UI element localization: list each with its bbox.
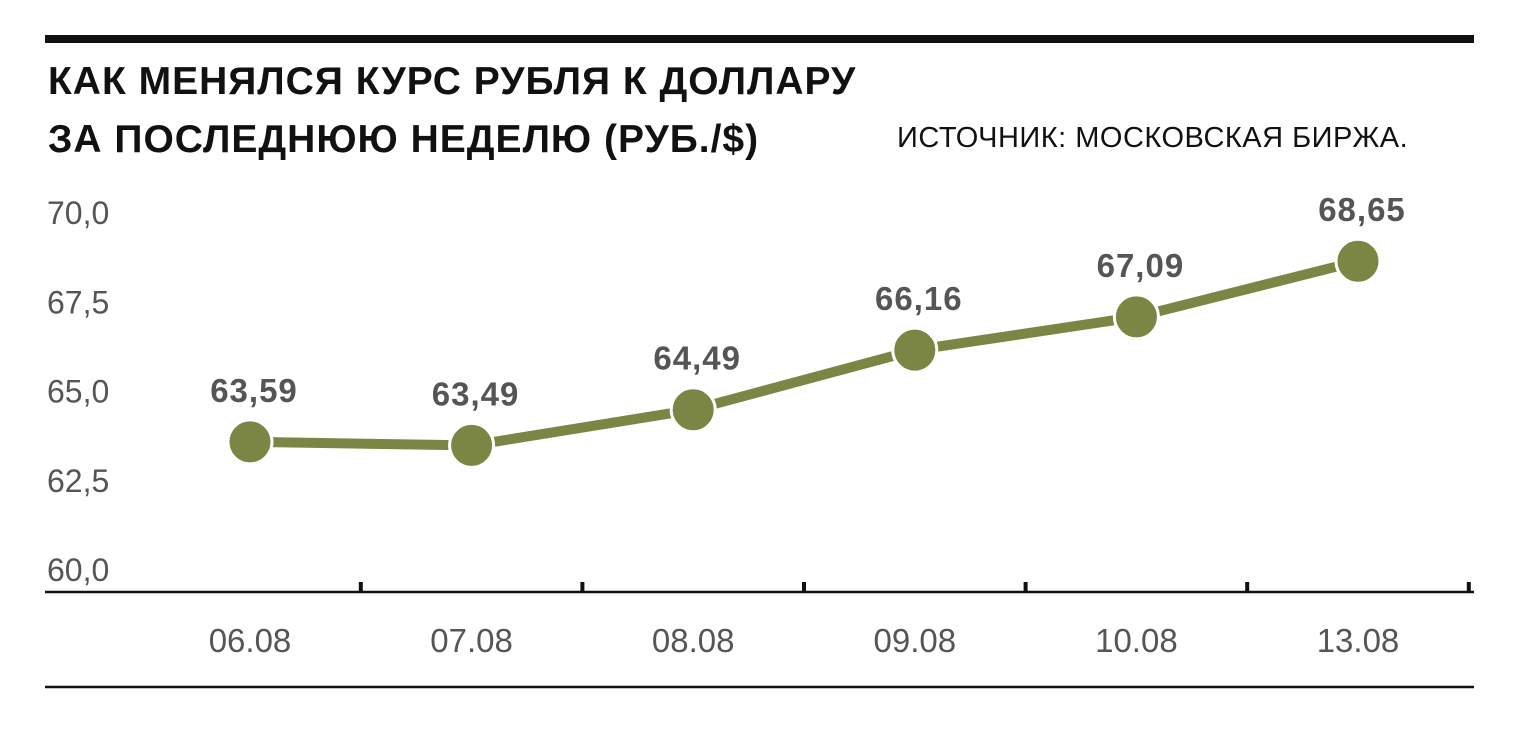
data-label: 63,49	[432, 375, 520, 412]
data-label: 68,65	[1318, 191, 1406, 228]
x-tick-label: 07.08	[430, 622, 513, 659]
y-tick-label: 70,0	[47, 195, 109, 231]
x-tick-label: 08.08	[652, 622, 735, 659]
data-point	[226, 418, 274, 466]
x-tick-label: 10.08	[1095, 622, 1178, 659]
y-axis: 60,0 62,5 65,0 67,5 70,0	[47, 195, 109, 588]
data-label: 64,49	[653, 340, 741, 377]
data-point	[448, 421, 496, 469]
source-note: ИСТОЧНИК: МОСКОВСКАЯ БИРЖА.	[897, 122, 1409, 154]
data-label: 63,59	[210, 372, 298, 409]
data-labels: 63,59 63,49 64,49 66,16 67,09 68,65	[210, 191, 1406, 412]
x-tick-label: 13.08	[1317, 622, 1400, 659]
y-tick-label: 60,0	[47, 552, 109, 588]
data-points	[226, 237, 1382, 469]
data-point	[669, 386, 717, 434]
data-point	[891, 326, 939, 374]
data-label: 67,09	[1097, 247, 1185, 284]
y-tick-label: 62,5	[47, 463, 109, 499]
chart-title-line2: ЗА ПОСЛЕДНЮЮ НЕДЕЛЮ (РУБ./$)	[48, 118, 760, 161]
x-tick-label: 06.08	[209, 622, 292, 659]
data-label: 66,16	[875, 280, 963, 317]
series-line	[245, 256, 1363, 451]
x-axis: 06.08 07.08 08.08 09.08 10.08 13.08	[209, 582, 1471, 659]
top-rule	[45, 35, 1474, 43]
x-tick-label: 09.08	[874, 622, 957, 659]
y-tick-label: 67,5	[47, 284, 109, 320]
data-point	[1112, 293, 1160, 341]
data-point	[1334, 237, 1382, 285]
chart-title-line1: КАК МЕНЯЛСЯ КУРС РУБЛЯ К ДОЛЛАРУ	[48, 60, 857, 103]
y-tick-label: 65,0	[47, 374, 109, 410]
